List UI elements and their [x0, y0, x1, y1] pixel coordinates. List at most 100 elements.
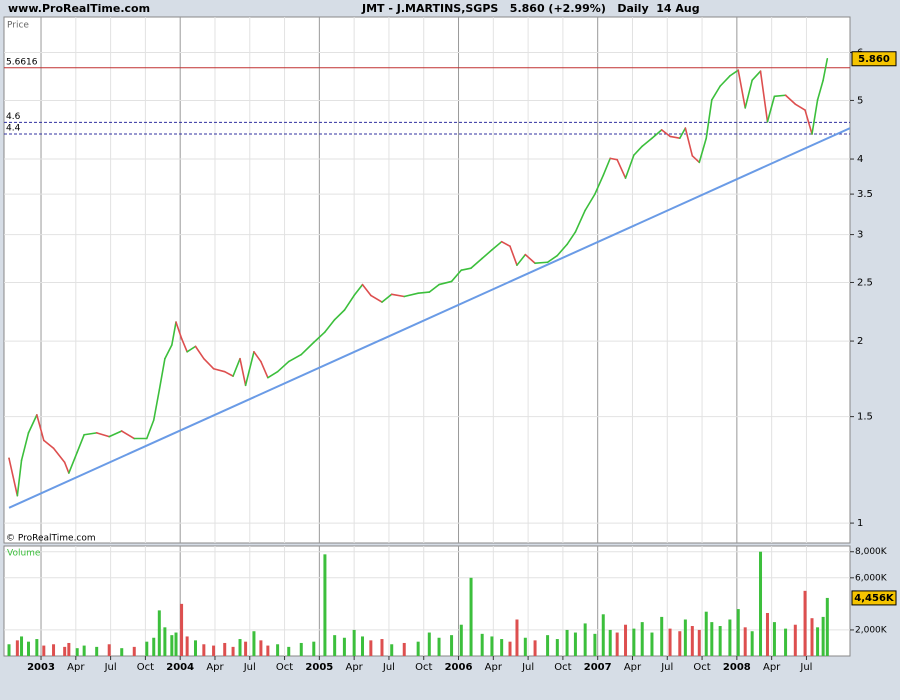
volume-bar — [323, 554, 327, 656]
x-tick-label: Jul — [243, 662, 256, 673]
chart-title: JMT - J.MARTINS,SGPS 5.860 (+2.99%) Dail… — [361, 2, 700, 15]
price-segment — [450, 269, 463, 283]
volume-bar — [352, 629, 356, 656]
volume-label: Volume — [7, 549, 41, 559]
y-tick-label: 2 — [857, 336, 863, 347]
volume-bar — [390, 644, 394, 656]
x-tick-label: Oct — [554, 662, 571, 673]
value-tag: 4,456K — [854, 593, 895, 604]
volume-bar — [276, 644, 280, 656]
volume-bar — [608, 629, 612, 656]
volume-bar — [772, 622, 776, 656]
price-segment — [239, 357, 247, 387]
level-label: 4.4 — [6, 124, 21, 134]
price-segment — [68, 451, 79, 474]
volume-bar — [312, 641, 316, 656]
price-segment — [816, 79, 824, 101]
price-segment — [744, 79, 753, 109]
price-segment — [698, 137, 708, 164]
volume-bar — [52, 644, 56, 656]
volume-bar — [212, 645, 216, 656]
level-label: 5.6616 — [6, 57, 38, 67]
price-segment — [108, 430, 123, 438]
volume-bar — [816, 627, 820, 656]
price-segment — [534, 261, 549, 265]
volume-bar — [710, 622, 714, 656]
volume-bar — [15, 640, 19, 656]
price-segment — [253, 350, 262, 363]
trendline — [8, 127, 850, 509]
volume-bar — [825, 597, 829, 656]
price-segment — [52, 447, 66, 464]
price-segment — [794, 103, 806, 111]
price-segment — [566, 231, 577, 246]
volume-bar — [736, 609, 740, 656]
price-segment — [403, 292, 419, 298]
volume-bar — [35, 639, 39, 656]
price-segment — [633, 145, 644, 156]
price-label: Price — [7, 21, 29, 31]
volume-bar — [145, 641, 149, 656]
volume-bar — [416, 641, 420, 656]
volume-bar — [743, 627, 747, 656]
volume-bar — [523, 637, 527, 656]
y-tick-label: 5 — [857, 95, 863, 106]
price-segment — [276, 360, 290, 373]
price-segment — [312, 331, 326, 344]
price-segment — [300, 341, 315, 356]
level-label: 4.6 — [6, 112, 21, 122]
y-tick-label: 1.5 — [857, 412, 873, 423]
x-tick-label: Oct — [137, 662, 154, 673]
volume-bar — [174, 632, 178, 656]
price-segment — [333, 309, 346, 321]
volume-bar — [593, 633, 597, 656]
volume-bar — [185, 636, 189, 656]
y2-tick-label: 8,000K — [855, 547, 888, 557]
price-segment — [574, 209, 586, 233]
price-segment — [705, 99, 713, 140]
x-tick-label: 2004 — [166, 662, 194, 673]
price-segment — [36, 414, 45, 442]
price-segment — [751, 70, 762, 82]
volume-bar — [546, 635, 550, 656]
x-tick-label: Oct — [693, 662, 710, 673]
volume-plot — [7, 551, 829, 656]
value-tag-box — [851, 51, 897, 67]
y-tick-label: 1 — [857, 518, 863, 529]
price-segment — [516, 253, 527, 266]
volume-bar — [333, 635, 337, 656]
volume-bar — [718, 626, 722, 656]
volume-bar — [202, 644, 206, 656]
price-segment — [381, 293, 393, 303]
volume-bar — [683, 619, 687, 656]
x-tick-label: Apr — [345, 662, 363, 673]
value-tag: 5.860 — [858, 54, 890, 65]
volume-bar — [765, 612, 769, 656]
price-segment — [651, 129, 663, 140]
volume-bar — [793, 624, 797, 656]
price-segment — [481, 249, 493, 260]
price-segment — [171, 321, 177, 346]
price-segment — [145, 419, 155, 440]
volume-bar — [63, 646, 67, 656]
volume-bar — [427, 632, 431, 656]
price-segment — [766, 95, 776, 123]
volume-bar — [480, 633, 484, 656]
price-segment — [390, 293, 406, 298]
price-segment — [244, 350, 255, 387]
y-tick-label: 3.5 — [857, 189, 873, 200]
volume-bar — [163, 627, 167, 656]
price-segment — [719, 75, 731, 87]
price-segment — [370, 294, 383, 303]
x-tick-label: 2007 — [584, 662, 612, 673]
price-segment — [460, 267, 472, 271]
volume-bar — [42, 645, 46, 656]
price-segment — [16, 459, 23, 497]
price-segment — [684, 127, 694, 157]
volume-bar — [180, 603, 184, 656]
price-segment — [500, 240, 511, 248]
volume-bar — [583, 623, 587, 656]
volume-bar — [120, 648, 124, 656]
x-tick-label: Jul — [799, 662, 812, 673]
